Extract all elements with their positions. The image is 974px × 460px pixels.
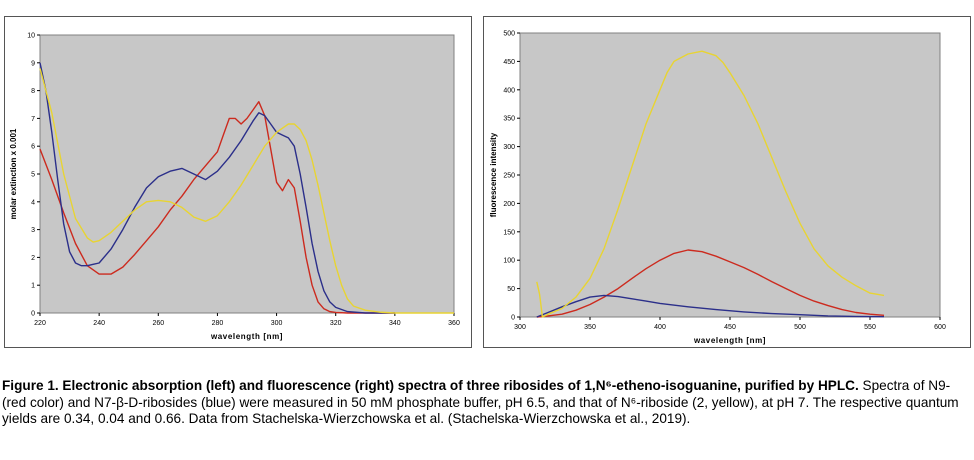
y-tick-label: 9 xyxy=(31,60,35,67)
y-tick-label: 5 xyxy=(31,172,35,179)
x-tick-label: 500 xyxy=(794,324,806,331)
x-axis-label: wavelength [nm] xyxy=(210,332,283,341)
series-line-2 xyxy=(536,50,885,318)
y-tick-label: 50 xyxy=(507,286,515,293)
series-line-0 xyxy=(39,100,395,314)
y-tick-label: 8 xyxy=(31,88,35,95)
y-tick-label: 4 xyxy=(31,199,35,206)
figure-caption: Figure 1. Electronic absorption (left) a… xyxy=(2,378,972,428)
y-tick-label: 100 xyxy=(503,258,515,265)
fluorescence-chart: 0 50 100 150 200 250 300 350 400 450 500 300 350 400 4… xyxy=(489,31,946,346)
x-tick-label: 320 xyxy=(330,320,342,327)
absorption-chart: 0 1 2 3 4 5 6 7 8 9 10 220 240 260 280 300 320 340 360 wave… xyxy=(9,33,460,342)
x-axis-label: wavelength [nm] xyxy=(693,336,766,345)
y-tick-label: 400 xyxy=(503,87,515,94)
y-axis-label: fluorescence intensity xyxy=(489,132,498,217)
x-tick-label: 360 xyxy=(448,320,460,327)
x-tick-label: 260 xyxy=(152,320,164,327)
x-tick-label: 400 xyxy=(654,324,666,331)
y-tick-label: 500 xyxy=(503,31,515,38)
y-tick-label: 300 xyxy=(503,144,515,151)
y-tick-label: 450 xyxy=(503,59,515,66)
x-tick-label: 300 xyxy=(271,320,283,327)
y-tick-label: 6 xyxy=(31,144,35,151)
y-tick-label: 3 xyxy=(31,227,35,234)
absorption-chart-panel: 0 1 2 3 4 5 6 7 8 9 10 220 240 260 280 300 320 340 360 wave… xyxy=(4,16,472,348)
y-tick-label: 200 xyxy=(503,201,515,208)
y-tick-label: 350 xyxy=(503,116,515,123)
fluorescence-chart-panel: 0 50 100 150 200 250 300 350 400 450 500 300 350 400 4… xyxy=(483,16,971,348)
caption-text: Spectra of N9- (red color) and N7-β-D-ri… xyxy=(2,378,959,426)
x-tick-label: 350 xyxy=(584,324,596,331)
y-tick-label: 7 xyxy=(31,116,35,123)
x-tick-label: 600 xyxy=(934,324,946,331)
plot-area xyxy=(39,34,455,314)
x-tick-label: 220 xyxy=(34,320,46,327)
y-tick-label: 0 xyxy=(511,315,515,322)
series-line-2 xyxy=(39,68,454,314)
y-axis-label: molar extinction x 0.001 xyxy=(9,128,18,219)
series-line-1 xyxy=(39,62,395,314)
x-tick-label: 280 xyxy=(212,320,224,327)
y-tick-label: 150 xyxy=(503,229,515,236)
y-tick-label: 1 xyxy=(31,283,35,290)
y-tick-label: 10 xyxy=(27,33,35,40)
y-tick-label: 250 xyxy=(503,173,515,180)
caption-title: Figure 1. Electronic absorption (left) a… xyxy=(2,378,859,393)
y-tick-label: 2 xyxy=(31,255,35,262)
x-tick-label: 240 xyxy=(93,320,105,327)
x-tick-label: 340 xyxy=(389,320,401,327)
y-tick-label: 0 xyxy=(31,311,35,318)
series-line-1 xyxy=(536,294,885,318)
series-line-0 xyxy=(536,249,885,318)
x-tick-label: 550 xyxy=(864,324,876,331)
plot-area xyxy=(519,32,941,318)
x-tick-label: 300 xyxy=(514,324,526,331)
x-tick-label: 450 xyxy=(724,324,736,331)
